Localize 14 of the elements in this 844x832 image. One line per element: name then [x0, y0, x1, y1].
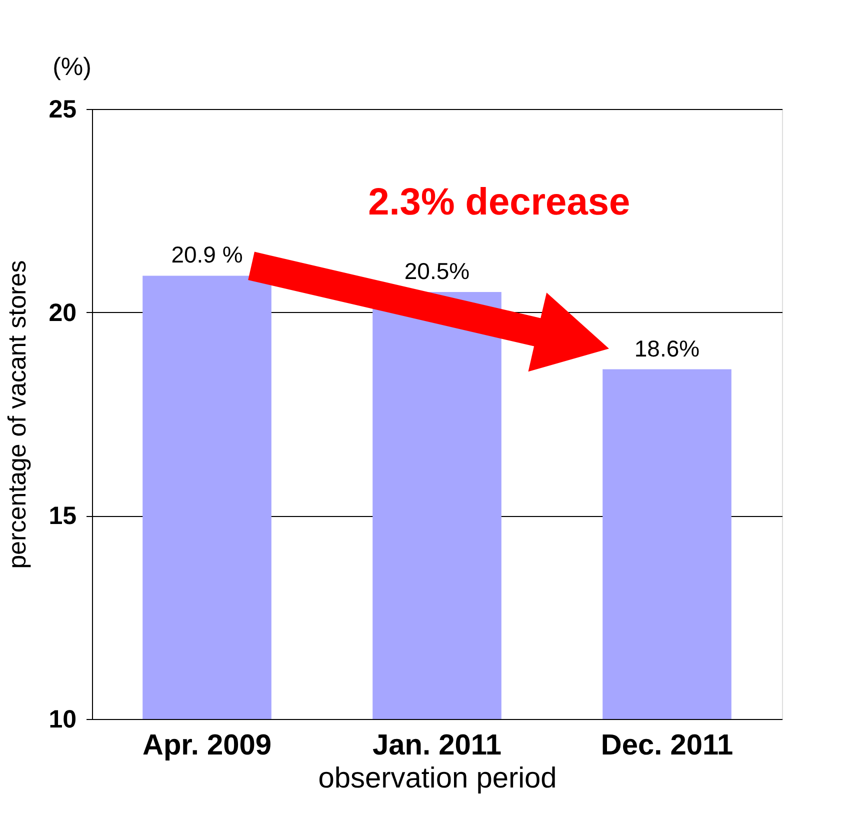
data-label: 18.6%: [634, 335, 700, 362]
annotation: 2.3% decrease: [368, 182, 630, 224]
y-tick-label: 20: [48, 298, 76, 327]
x-tick-label: Apr. 2009: [142, 730, 272, 762]
data-label: 20.5%: [404, 258, 470, 284]
x-tick-label: Dec. 2011: [600, 730, 734, 762]
data-label: 20.9 %: [171, 242, 243, 268]
text: (%): [52, 53, 92, 81]
x-tick-label: Jan. 2011: [372, 730, 502, 762]
y-tick-label: 15: [48, 502, 77, 530]
y-axis-title: percentage of vacant stores: [4, 260, 32, 569]
y-tick-label: 25: [48, 96, 77, 124]
y-tick-label: 10: [48, 706, 76, 734]
x-axis-title: observation period: [318, 762, 557, 794]
